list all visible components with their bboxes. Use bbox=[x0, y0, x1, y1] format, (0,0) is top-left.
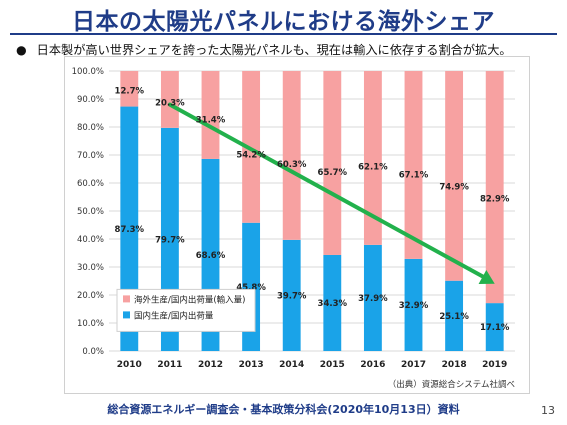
x-tick-label: 2011 bbox=[157, 360, 182, 370]
bar-overseas bbox=[363, 71, 382, 245]
data-label-domestic: 39.7% bbox=[277, 291, 307, 301]
data-label-overseas: 62.1% bbox=[358, 163, 388, 173]
data-label-overseas: 20.3% bbox=[155, 98, 185, 108]
data-label-domestic: 79.7% bbox=[155, 235, 185, 245]
y-tick-label: 20.0% bbox=[77, 291, 104, 301]
bullet-icon: ● bbox=[16, 43, 27, 57]
data-label-overseas: 54.2% bbox=[236, 150, 266, 160]
data-label-overseas: 82.9% bbox=[480, 195, 510, 205]
data-label-domestic: 34.3% bbox=[318, 299, 348, 309]
y-tick-label: 100.0% bbox=[72, 67, 104, 77]
bullet-line: ● 日本製が高い世界シェアを誇った太陽光パネルも、現在は輸入に依存する割合が拡大。 bbox=[16, 40, 556, 58]
y-tick-label: 80.0% bbox=[77, 123, 104, 133]
x-tick-label: 2010 bbox=[117, 360, 142, 370]
page-number: 13 bbox=[541, 404, 555, 417]
data-label-overseas: 31.4% bbox=[196, 115, 226, 125]
bar-overseas bbox=[323, 71, 342, 255]
x-tick-label: 2014 bbox=[279, 360, 304, 370]
stacked-bar-chart: 0.0% 10.0% 20.0% 30.0% 40.0% 50.0% 60.0% 70.0% 8… bbox=[72, 67, 515, 390]
data-label-overseas: 67.1% bbox=[399, 170, 429, 180]
y-tick-label: 0.0% bbox=[82, 347, 104, 357]
bar-domestic bbox=[323, 254, 342, 351]
y-tick-label: 40.0% bbox=[77, 235, 104, 245]
trend-arrow-line bbox=[167, 102, 491, 282]
footer-source: 総合資源エネルギー調査会・基本政策分科会(2020年10月13日）資料 bbox=[107, 403, 460, 416]
data-label-domestic: 37.9% bbox=[358, 294, 388, 304]
x-tick-label: 2019 bbox=[482, 360, 507, 370]
x-tick-label: 2016 bbox=[360, 360, 385, 370]
y-tick-label: 30.0% bbox=[77, 263, 104, 273]
bar-domestic bbox=[485, 303, 504, 351]
legend-swatch bbox=[123, 311, 130, 319]
bar-overseas bbox=[445, 71, 464, 281]
x-tick-label: 2015 bbox=[320, 360, 345, 370]
y-tick-label: 10.0% bbox=[77, 319, 104, 329]
bar-overseas bbox=[485, 71, 504, 304]
page-title: 日本の太陽光パネルにおける海外シェア bbox=[72, 9, 495, 35]
data-label-domestic: 68.6% bbox=[196, 251, 226, 261]
y-tick-label: 70.0% bbox=[77, 151, 104, 161]
x-tick-label: 2013 bbox=[239, 360, 264, 370]
legend-label: 国内生産/国内出荷量 bbox=[134, 310, 214, 321]
bar-overseas bbox=[201, 71, 220, 159]
data-label-overseas: 12.7% bbox=[115, 87, 145, 97]
bar-overseas bbox=[282, 71, 301, 240]
data-label-domestic: 87.3% bbox=[115, 225, 145, 235]
y-tick-label: 60.0% bbox=[77, 179, 104, 189]
legend-label: 海外生産/国内出荷量(輸入量) bbox=[134, 294, 246, 305]
bar-overseas bbox=[160, 71, 179, 128]
chart-frame: 0.0% 10.0% 20.0% 30.0% 40.0% 50.0% 60.0% 70.0% 8… bbox=[64, 56, 530, 394]
legend-swatch bbox=[123, 295, 130, 303]
source-note: （出典）資源総合システム社調べ bbox=[388, 379, 515, 390]
bar-overseas bbox=[242, 71, 261, 223]
trend-arrow-head bbox=[478, 270, 495, 285]
title-underline bbox=[10, 33, 557, 35]
x-tick-label: 2012 bbox=[198, 360, 223, 370]
data-label-domestic: 32.9% bbox=[399, 301, 429, 311]
bar-overseas bbox=[404, 71, 423, 259]
y-tick-label: 90.0% bbox=[77, 95, 104, 105]
bar-overseas bbox=[120, 71, 139, 107]
data-label-overseas: 74.9% bbox=[439, 182, 469, 192]
bar-domestic bbox=[445, 280, 464, 351]
data-label-domestic: 17.1% bbox=[480, 323, 510, 333]
bar-domestic bbox=[363, 244, 382, 351]
bar-domestic bbox=[282, 239, 301, 351]
bullet-text: 日本製が高い世界シェアを誇った太陽光パネルも、現在は輸入に依存する割合が拡大。 bbox=[36, 43, 512, 57]
y-tick-label: 50.0% bbox=[77, 207, 104, 217]
x-tick-label: 2017 bbox=[401, 360, 426, 370]
data-label-overseas: 60.3% bbox=[277, 160, 307, 170]
data-label-overseas: 65.7% bbox=[318, 168, 348, 178]
data-label-domestic: 25.1% bbox=[439, 312, 469, 322]
x-tick-label: 2018 bbox=[442, 360, 467, 370]
legend-box bbox=[116, 288, 256, 332]
data-label-domestic: 45.8% bbox=[236, 283, 266, 293]
bar-domestic bbox=[404, 258, 423, 351]
